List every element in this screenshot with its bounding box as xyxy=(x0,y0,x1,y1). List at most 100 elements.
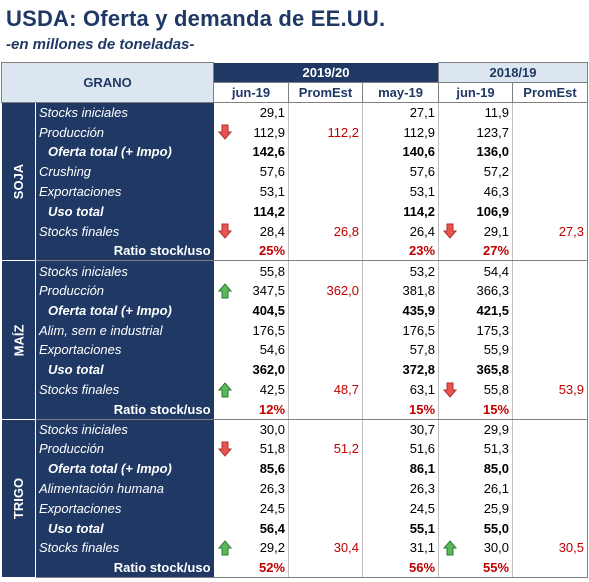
table-row: Oferta total (+ Impo) 142,6 140,6 136,0 xyxy=(2,142,589,162)
promest-cell xyxy=(512,102,589,123)
table-row: SOJA Stocks iniciales 29,1 27,1 11,9 xyxy=(1,101,589,262)
promest-cell xyxy=(288,260,364,281)
table-row: Producción 112,9 112,2 112,9 123,7 xyxy=(2,122,589,143)
row-label: Stocks iniciales xyxy=(35,102,214,123)
value-cell: 55,0 xyxy=(438,518,514,539)
table-row: Oferta total (+ Impo) 85,6 86,1 85,0 xyxy=(2,458,589,479)
row-label: Stocks finales xyxy=(35,379,214,400)
row-label: Producción xyxy=(35,122,214,143)
table-row: Producción 51,8 51,2 51,6 51,3 xyxy=(2,439,589,459)
arrow-up-icon xyxy=(217,540,232,556)
header-season-current: 2019/20 xyxy=(213,62,439,83)
grain-label: TRIGO xyxy=(1,418,36,579)
value-cell: 63,1 xyxy=(362,379,440,400)
arrow-down-icon xyxy=(217,124,232,141)
table-row: Exportaciones 54,6 57,8 55,9 xyxy=(2,340,589,360)
value-cell: 26,1 xyxy=(438,478,514,499)
row-label: Oferta total (+ Impo) xyxy=(35,300,214,321)
arrow-down-icon xyxy=(217,223,232,240)
value-cell: 56,4 xyxy=(213,518,290,539)
value-cell: 176,5 xyxy=(362,320,440,341)
arrow-down-icon xyxy=(443,223,458,240)
table-row: Producción 347,5 362,0 381,8 366,3 xyxy=(2,280,589,301)
value-cell: 85,6 xyxy=(213,458,290,479)
table-row: Uso total 56,4 55,1 55,0 xyxy=(2,518,589,539)
arrow-down-icon xyxy=(443,382,458,398)
table-row: Alim, sem e industrial 176,5 176,5 175,3 xyxy=(2,320,589,341)
promest-cell xyxy=(288,161,364,182)
promest-cell: 362,0 xyxy=(288,280,364,301)
col-header: PromEst xyxy=(512,82,589,103)
row-label: Exportaciones xyxy=(35,498,214,519)
value-cell: 29,1 xyxy=(213,102,290,123)
value-cell: 29,2 xyxy=(213,538,290,558)
promest-cell xyxy=(512,557,589,579)
value-cell: 26,4 xyxy=(362,221,440,242)
value-cell: 114,2 xyxy=(362,201,440,222)
value-cell: 404,5 xyxy=(213,300,290,321)
arrow-up-icon xyxy=(217,282,232,299)
table-row: Exportaciones 24,5 24,5 25,9 xyxy=(2,498,589,519)
grain-label: MAÍZ xyxy=(1,260,36,420)
row-label: Oferta total (+ Impo) xyxy=(35,458,214,479)
promest-cell xyxy=(512,320,589,341)
value-cell: 53,1 xyxy=(213,181,290,202)
value-cell: 106,9 xyxy=(438,201,514,222)
value-cell: 30,0 xyxy=(213,419,290,440)
value-cell: 51,8 xyxy=(213,439,290,459)
table-row: Stocks finales 28,4 26,8 26,4 29,1 27,3 xyxy=(2,221,589,242)
value-cell: 25,9 xyxy=(438,498,514,519)
value-cell: 55,8 xyxy=(438,379,514,400)
table-row: Crushing 57,6 57,6 57,2 xyxy=(2,161,589,182)
arrow-down-icon xyxy=(217,441,232,457)
value-cell: 28,4 xyxy=(213,221,290,242)
promest-cell xyxy=(512,359,589,380)
value-cell: 176,5 xyxy=(213,320,290,341)
promest-cell: 30,5 xyxy=(512,538,589,558)
value-cell: 366,3 xyxy=(438,280,514,301)
value-cell: 55,1 xyxy=(362,518,440,539)
table-row: Ratio stock/uso 52% 56% 55% xyxy=(2,557,589,579)
promest-cell xyxy=(288,241,364,262)
value-cell: 26,3 xyxy=(213,478,290,499)
promest-cell xyxy=(288,518,364,539)
promest-cell: 27,3 xyxy=(512,221,589,242)
table-row: Uso total 362,0 372,8 365,8 xyxy=(2,359,589,380)
value-cell: 54,4 xyxy=(438,260,514,281)
promest-cell xyxy=(288,399,364,420)
promest-cell: 26,8 xyxy=(288,221,364,242)
value-cell: 11,9 xyxy=(438,102,514,123)
row-label: Producción xyxy=(35,439,214,459)
table-row: MAÍZ Stocks iniciales 55,8 53,2 54,4 xyxy=(1,260,589,420)
value-cell: 52% xyxy=(213,557,290,579)
row-label: Crushing xyxy=(35,161,214,182)
promest-cell xyxy=(288,498,364,519)
value-cell: 31,1 xyxy=(362,538,440,558)
row-label: Uso total xyxy=(35,359,214,380)
promest-cell xyxy=(288,478,364,499)
page-title: USDA: Oferta y demanda de EE.UU. xyxy=(6,6,386,31)
value-cell: 51,6 xyxy=(362,439,440,459)
value-cell: 175,3 xyxy=(438,320,514,341)
promest-cell: 53,9 xyxy=(512,379,589,400)
value-cell: 112,9 xyxy=(362,122,440,143)
promest-cell xyxy=(288,181,364,202)
row-label: Ratio stock/uso xyxy=(35,399,214,420)
table-row: Uso total 114,2 114,2 106,9 xyxy=(2,201,589,222)
row-label: Uso total xyxy=(35,518,214,539)
promest-cell xyxy=(288,359,364,380)
value-cell: 27% xyxy=(438,241,514,262)
value-cell: 27,1 xyxy=(362,102,440,123)
table-row: Exportaciones 53,1 53,1 46,3 xyxy=(2,181,589,202)
value-cell: 55,8 xyxy=(213,260,290,281)
table-row: Alimentación humana 26,3 26,3 26,1 xyxy=(2,478,589,499)
value-cell: 136,0 xyxy=(438,142,514,162)
promest-cell xyxy=(512,498,589,519)
value-cell: 23% xyxy=(362,241,440,262)
promest-cell xyxy=(512,340,589,360)
promest-cell xyxy=(512,399,589,420)
value-cell: 86,1 xyxy=(362,458,440,479)
promest-cell xyxy=(512,478,589,499)
value-cell: 372,8 xyxy=(362,359,440,380)
promest-cell xyxy=(512,300,589,321)
